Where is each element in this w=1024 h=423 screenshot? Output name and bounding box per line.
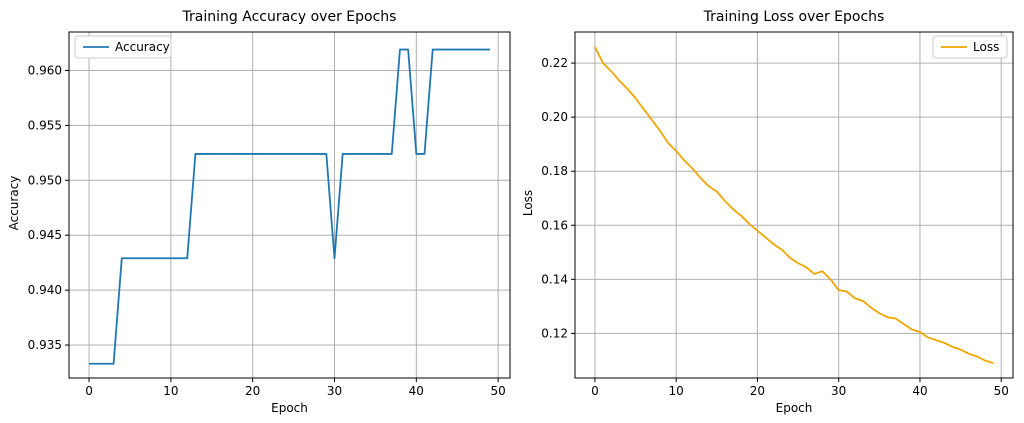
y-tick-label: 0.14 [541, 272, 568, 286]
legend-label: Accuracy [115, 40, 170, 54]
x-axis-label: Epoch [271, 401, 308, 415]
y-tick-label: 0.960 [28, 63, 62, 77]
grid [69, 32, 510, 378]
x-tick-label: 20 [750, 384, 765, 398]
y-tick-label: 0.20 [541, 110, 568, 124]
series-line-accuracy [89, 48, 490, 365]
x-tick-label: 10 [669, 384, 684, 398]
accuracy-chart: Training Accuracy over Epochs Epoch Accu… [7, 9, 511, 415]
y-axis-label: Accuracy [7, 176, 21, 231]
chart-title: Training Loss over Epochs [703, 9, 885, 25]
legend-box [932, 35, 1008, 59]
x-tick-label: 10 [163, 384, 178, 398]
y-tick-label: 0.945 [28, 228, 62, 242]
x-axis-label: Epoch [776, 401, 813, 415]
x-tick-label: 50 [994, 384, 1009, 398]
x-tick-label: 50 [490, 384, 505, 398]
x-tick-label: 30 [831, 384, 846, 398]
x-tick-label: 40 [912, 384, 927, 398]
y-tick-label: 0.935 [28, 338, 62, 352]
chart-title: Training Accuracy over Epochs [182, 9, 397, 25]
legend: Loss [932, 35, 1008, 59]
y-tick-label: 0.940 [28, 283, 62, 297]
x-tick-label: 20 [245, 384, 260, 398]
y-tick-label: 0.955 [28, 118, 62, 132]
y-tick-label: 0.950 [28, 173, 62, 187]
legend: Accuracy [74, 35, 172, 59]
legend-box [74, 35, 172, 59]
x-tick-label: 0 [85, 384, 93, 398]
plot-frame [68, 31, 511, 379]
y-tick-label: 0.16 [541, 218, 568, 232]
grid [575, 32, 1013, 378]
plot-frame [574, 31, 1014, 379]
y-tick-label: 0.12 [541, 326, 568, 340]
loss-chart: Training Loss over Epochs Epoch Loss 0 10… [521, 9, 1014, 415]
x-tick-label: 30 [327, 384, 342, 398]
y-axis-label: Loss [521, 190, 535, 216]
y-tick-label: 0.22 [541, 56, 568, 70]
x-tick-label: 0 [591, 384, 599, 398]
y-tick-label: 0.18 [541, 164, 568, 178]
series-line-loss [594, 46, 994, 364]
x-tick-label: 40 [409, 384, 424, 398]
legend-label: Loss [973, 40, 999, 54]
